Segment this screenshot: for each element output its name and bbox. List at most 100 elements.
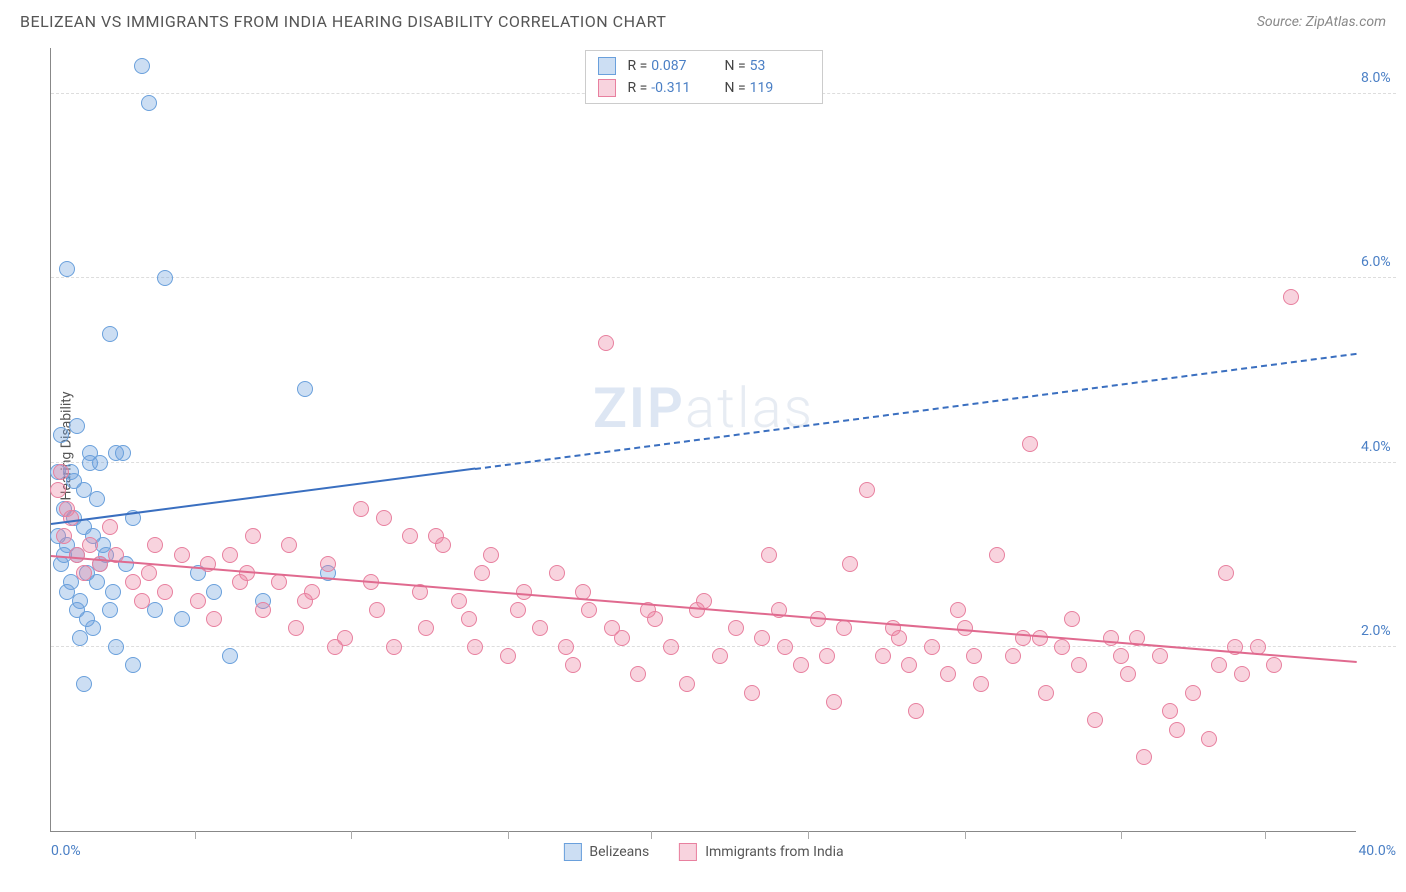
data-point — [69, 418, 85, 434]
data-point — [1015, 630, 1031, 646]
data-point — [63, 510, 79, 526]
data-point — [754, 630, 770, 646]
grid-line — [51, 462, 1396, 463]
data-point — [604, 620, 620, 636]
data-point — [376, 510, 392, 526]
data-point — [206, 611, 222, 627]
data-point — [56, 528, 72, 544]
data-point — [141, 95, 157, 111]
data-point — [510, 602, 526, 618]
legend-swatch-b — [679, 843, 697, 861]
n-label: N = — [725, 80, 746, 96]
data-point — [232, 574, 248, 590]
data-point — [69, 602, 85, 618]
data-point — [908, 703, 924, 719]
data-point — [157, 584, 173, 600]
r-value-b: -0.311 — [651, 80, 690, 96]
grid-line — [51, 277, 1396, 278]
n-label: N = — [725, 58, 746, 74]
data-point — [320, 556, 336, 572]
data-point — [1064, 611, 1080, 627]
grid-line — [51, 646, 1396, 647]
data-point — [1054, 639, 1070, 655]
chart-source: Source: ZipAtlas.com — [1257, 14, 1386, 30]
data-point — [793, 657, 809, 673]
data-point — [549, 565, 565, 581]
x-tick — [195, 831, 196, 839]
data-point — [467, 639, 483, 655]
data-point — [875, 648, 891, 664]
data-point — [418, 620, 434, 636]
data-point — [134, 58, 150, 74]
data-point — [108, 445, 124, 461]
data-point — [973, 676, 989, 692]
data-point — [728, 620, 744, 636]
data-point — [842, 556, 858, 572]
chart-container: BELIZEAN VS IMMIGRANTS FROM INDIA HEARIN… — [0, 0, 1406, 892]
data-point — [92, 455, 108, 471]
data-point — [59, 584, 75, 600]
legend-swatch-a — [563, 843, 581, 861]
data-point — [1152, 648, 1168, 664]
r-label: R = — [628, 58, 648, 74]
data-point — [1005, 648, 1021, 664]
data-point — [147, 537, 163, 553]
data-point — [108, 639, 124, 655]
trend-line — [51, 468, 476, 525]
data-point — [190, 593, 206, 609]
data-point — [369, 602, 385, 618]
stats-row-series-a: R = 0.087 N = 53 — [598, 55, 810, 77]
data-point — [102, 519, 118, 535]
data-point — [451, 593, 467, 609]
data-point — [141, 565, 157, 581]
y-tick-label: 2.0% — [1361, 623, 1401, 639]
r-value-a: 0.087 — [651, 58, 686, 74]
data-point — [59, 261, 75, 277]
data-point — [483, 547, 499, 563]
data-point — [102, 326, 118, 342]
data-point — [1169, 722, 1185, 738]
data-point — [744, 685, 760, 701]
trend-line — [475, 352, 1357, 469]
data-point — [288, 620, 304, 636]
data-point — [102, 602, 118, 618]
data-point — [630, 666, 646, 682]
data-point — [712, 648, 728, 664]
data-point — [428, 528, 444, 544]
data-point — [1283, 289, 1299, 305]
legend-item-a: Belizeans — [563, 843, 649, 861]
data-point — [461, 611, 477, 627]
data-point — [157, 270, 173, 286]
data-point — [1071, 657, 1087, 673]
data-point — [1022, 436, 1038, 452]
r-label: R = — [628, 80, 648, 96]
data-point — [353, 501, 369, 517]
x-tick — [965, 831, 966, 839]
x-tick — [808, 831, 809, 839]
data-point — [402, 528, 418, 544]
watermark: ZIPatlas — [593, 375, 814, 441]
plot-area: ZIPatlas R = 0.087 N = 53 R = -0.311 N =… — [50, 48, 1356, 832]
data-point — [1162, 703, 1178, 719]
y-tick-label: 6.0% — [1361, 254, 1401, 270]
data-point — [859, 482, 875, 498]
data-point — [819, 648, 835, 664]
data-point — [1038, 685, 1054, 701]
data-point — [950, 602, 966, 618]
data-point — [76, 482, 92, 498]
watermark-prefix: ZIP — [593, 375, 685, 441]
data-point — [245, 528, 261, 544]
x-tick — [651, 831, 652, 839]
data-point — [901, 657, 917, 673]
data-point — [1113, 648, 1129, 664]
data-point — [76, 676, 92, 692]
data-point — [924, 639, 940, 655]
data-point — [1218, 565, 1234, 581]
swatch-series-b — [598, 79, 616, 97]
data-point — [327, 639, 343, 655]
data-point — [174, 547, 190, 563]
data-point — [125, 657, 141, 673]
legend-label-a: Belizeans — [589, 844, 649, 860]
data-point — [826, 694, 842, 710]
data-point — [940, 666, 956, 682]
